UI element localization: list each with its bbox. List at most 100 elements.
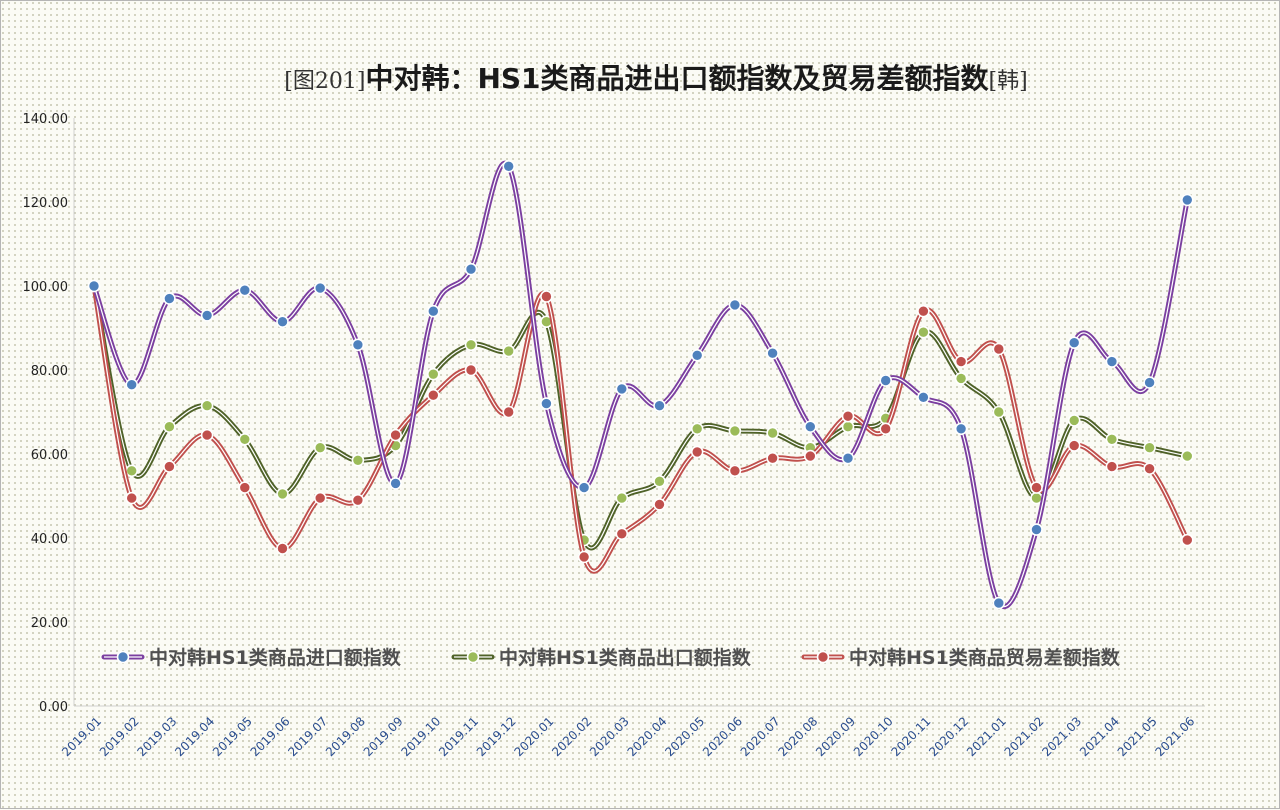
series-0-point	[389, 477, 402, 490]
series-2-point	[992, 342, 1006, 356]
series-2-point	[351, 493, 365, 507]
y-tick-label: 100.00	[23, 280, 69, 295]
series-1-point	[351, 453, 365, 467]
series-2-point	[690, 445, 704, 459]
legend-swatch-marker	[116, 650, 130, 664]
series-0-point	[125, 378, 138, 392]
series-0-point	[276, 315, 289, 329]
series-0-line-highlight	[93, 162, 1188, 607]
series-1-point	[125, 464, 138, 478]
x-tick-label: 2019.06	[248, 714, 293, 759]
series-1-point	[238, 432, 252, 446]
series-0-point	[803, 420, 817, 434]
legend: 中对韩HS1类商品进口额指数 中对韩HS1类商品出口额指数 中对韩HS1类商品贸易差…	[101, 646, 1121, 669]
series-1-point	[163, 420, 176, 434]
x-tick-label: 2021.03	[1039, 714, 1084, 759]
series-0-point	[87, 279, 101, 293]
series-2-point	[803, 449, 817, 463]
x-tick-label: 2019.07	[285, 714, 330, 759]
series-2-point	[502, 405, 516, 419]
x-tick-label: 2019.10	[398, 714, 443, 759]
x-tick-label: 2019.02	[97, 714, 142, 759]
series-0-point	[766, 346, 779, 360]
series-0-point	[163, 292, 176, 305]
series-1-point	[615, 491, 629, 505]
series-1-point	[841, 420, 855, 434]
x-axis: 2019.012019.022019.032019.042019.052019.…	[59, 705, 1205, 759]
series-2-line	[91, 283, 1190, 574]
series-1-point	[313, 441, 327, 455]
series-0-point	[200, 309, 214, 322]
x-tick-label: 2019.09	[361, 714, 406, 759]
series-0-point	[992, 596, 1006, 610]
legend-label: 中对韩HS1类商品出口额指数	[499, 646, 752, 669]
x-tick-label: 2019.08	[323, 714, 368, 759]
series-1-point	[1105, 432, 1119, 446]
series-0	[87, 160, 1194, 610]
series-0-point	[238, 283, 252, 297]
chart-title-main: 中对韩：HS1类商品进出口额指数及贸易差额指数	[365, 62, 989, 95]
x-tick-label: 2020.06	[700, 714, 745, 759]
series-2-point	[238, 481, 252, 494]
series-0-point	[690, 348, 704, 362]
series-1-point	[728, 424, 742, 438]
series-2-point	[577, 550, 591, 564]
chart-title: [图201]中对韩：HS1类商品进出口额指数及贸易差额指数[韩]	[284, 62, 1027, 95]
series-2-point	[653, 498, 666, 511]
series-0-point	[1030, 523, 1043, 536]
series-1-point	[954, 372, 968, 385]
y-tick-label: 20.00	[31, 616, 68, 631]
x-tick-label: 2020.08	[775, 714, 820, 759]
series-0-point	[502, 160, 516, 173]
x-tick-label: 2020.04	[625, 714, 670, 759]
legend-swatch-marker	[466, 650, 480, 664]
series-2-point	[200, 428, 214, 442]
x-tick-label: 2021.04	[1077, 714, 1122, 759]
series-1-point	[276, 487, 289, 501]
series-2-line-highlight	[93, 285, 1188, 572]
legend-item-1: 中对韩HS1类商品出口额指数	[451, 646, 752, 669]
y-tick-label: 80.00	[31, 364, 68, 379]
series-2-point	[728, 464, 742, 478]
series-0-point	[615, 382, 629, 396]
x-tick-label: 2019.12	[474, 714, 519, 759]
chart-title-suffix: [韩]	[989, 69, 1028, 94]
series-2-point	[1181, 533, 1194, 547]
series-2-point	[1143, 462, 1156, 476]
x-tick-label: 2020.01	[512, 714, 557, 759]
x-tick-label: 2019.05	[210, 714, 255, 759]
x-tick-label: 2020.12	[926, 714, 971, 759]
x-tick-label: 2020.03	[587, 714, 632, 759]
y-tick-label: 60.00	[31, 448, 68, 463]
x-tick-label: 2021.01	[964, 714, 1009, 759]
legend-label: 中对韩HS1类商品贸易差额指数	[849, 646, 1121, 669]
series-0-point	[728, 298, 742, 312]
series-2-point	[313, 491, 327, 505]
series-2-point	[125, 491, 138, 505]
series-0-point	[879, 374, 893, 387]
x-tick-label: 2019.11	[436, 714, 481, 759]
series-2	[87, 279, 1194, 574]
series-2-point	[615, 527, 629, 541]
x-tick-label: 2019.03	[135, 714, 180, 759]
x-tick-label: 2020.02	[549, 714, 594, 759]
legend-item-2: 中对韩HS1类商品贸易差额指数	[801, 646, 1121, 669]
series-0-point	[1143, 376, 1156, 389]
series-2-point	[464, 363, 478, 377]
x-tick-label: 2020.09	[813, 714, 858, 759]
y-tick-label: 140.00	[23, 112, 69, 127]
series-1-point	[426, 367, 440, 381]
series-1-point	[992, 405, 1006, 419]
series-1-point	[1143, 441, 1156, 455]
series-0-point	[313, 281, 327, 295]
series-0-point	[917, 390, 930, 404]
series-2-point	[426, 388, 440, 402]
x-tick-label: 2020.05	[662, 714, 707, 759]
series-2-point	[766, 451, 779, 465]
series-2-point	[540, 290, 553, 303]
chart-title-prefix: [图201]	[284, 69, 365, 94]
series-0-point	[464, 262, 478, 276]
series-2-point	[841, 409, 855, 423]
x-tick-label: 2019.04	[172, 714, 217, 759]
